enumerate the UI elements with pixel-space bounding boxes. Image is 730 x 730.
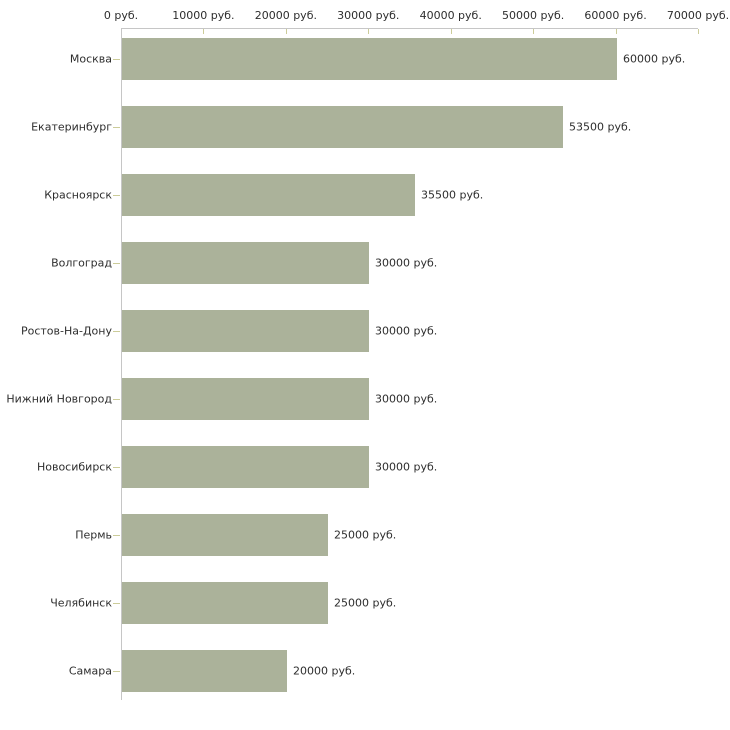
x-tick-mark	[615, 29, 617, 34]
bar	[122, 242, 369, 284]
x-tick-mark	[533, 29, 535, 34]
x-tick-mark	[368, 29, 370, 34]
x-tick-mark	[450, 29, 452, 34]
category-label: Екатеринбург	[31, 120, 112, 134]
x-tick-label: 40000 руб.	[419, 9, 482, 22]
category-label: Пермь	[75, 528, 112, 542]
category-tick	[113, 263, 120, 264]
category-label: Волгоград	[51, 256, 112, 270]
category-tick	[113, 399, 120, 400]
category-tick	[113, 467, 120, 468]
bar	[122, 174, 415, 216]
value-label: 53500 руб.	[569, 120, 632, 134]
bar	[122, 38, 617, 80]
x-tick-mark	[203, 29, 205, 34]
category-label: Красноярск	[44, 188, 112, 202]
category-label: Челябинск	[50, 596, 112, 610]
bar	[122, 310, 369, 352]
x-tick-label: 50000 руб.	[502, 9, 565, 22]
x-tick-label: 20000 руб.	[254, 9, 317, 22]
bar	[122, 106, 563, 148]
category-tick	[113, 127, 120, 128]
bar	[122, 582, 328, 624]
category-label: Нижний Новгород	[6, 392, 112, 406]
category-label: Москва	[69, 52, 112, 66]
category-label: Ростов-На-Дону	[20, 324, 112, 338]
bar	[122, 514, 328, 556]
x-tick-label: 60000 руб.	[584, 9, 647, 22]
x-tick-label: 10000 руб.	[172, 9, 235, 22]
bar	[122, 378, 369, 420]
category-tick	[113, 603, 120, 604]
x-tick-label: 70000 руб.	[666, 9, 730, 22]
x-tick-label: 30000 руб.	[337, 9, 400, 22]
bar	[122, 446, 369, 488]
category-label: Самара	[68, 664, 112, 678]
x-tick-label: 0 руб.	[103, 9, 139, 22]
x-tick-mark	[285, 29, 287, 34]
category-tick	[113, 671, 120, 672]
category-tick	[113, 59, 120, 60]
x-tick-mark	[698, 29, 699, 34]
value-label: 30000 руб.	[375, 392, 438, 406]
category-tick	[113, 195, 120, 196]
value-label: 25000 руб.	[334, 596, 397, 610]
y-axis-line	[121, 28, 122, 700]
value-label: 25000 руб.	[334, 528, 397, 542]
value-label: 30000 руб.	[375, 324, 438, 338]
value-label: 20000 руб.	[293, 664, 356, 678]
value-label: 35500 руб.	[421, 188, 484, 202]
category-tick	[113, 331, 120, 332]
value-label: 30000 руб.	[375, 460, 438, 474]
value-label: 30000 руб.	[375, 256, 438, 270]
category-label: Новосибирск	[36, 460, 112, 474]
category-tick	[113, 535, 120, 536]
x-axis-line	[121, 28, 698, 29]
value-label: 60000 руб.	[623, 52, 686, 66]
bar	[122, 650, 287, 692]
